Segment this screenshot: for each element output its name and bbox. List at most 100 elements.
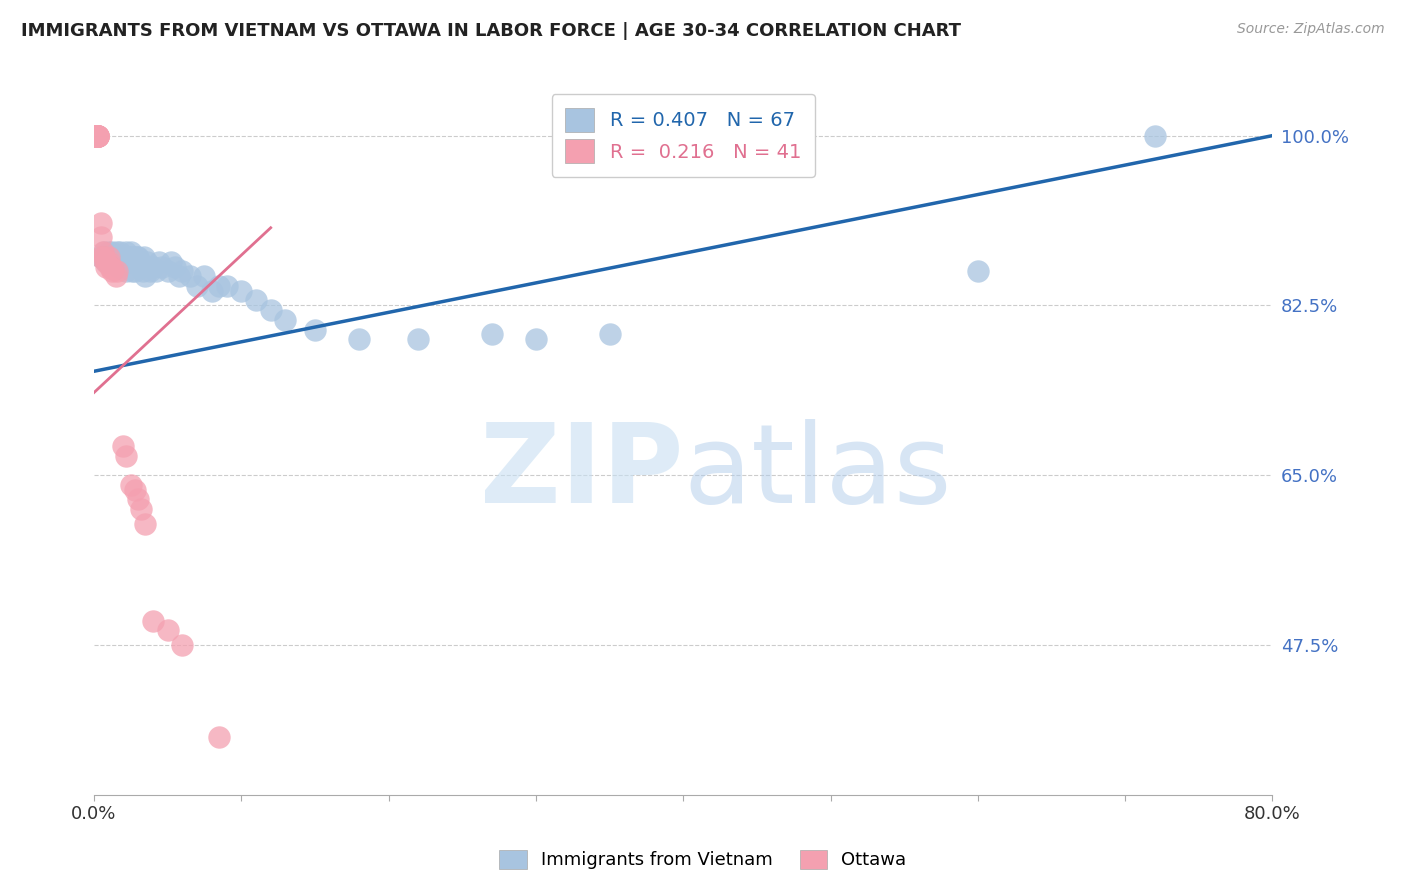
- Point: [91, 245, 114, 260]
- Text: Source: ZipAtlas.com: Source: ZipAtlas.com: [1237, 22, 1385, 37]
- Point: [98, 260, 121, 274]
- Point: [96, 250, 118, 264]
- Point: [142, 260, 165, 274]
- Point: [524, 332, 547, 346]
- Point: [134, 269, 156, 284]
- Point: [94, 254, 117, 268]
- Point: [115, 449, 138, 463]
- Point: [120, 477, 142, 491]
- Point: [125, 250, 148, 264]
- Point: [347, 332, 370, 346]
- Text: IMMIGRANTS FROM VIETNAM VS OTTAWA IN LABOR FORCE | AGE 30-34 CORRELATION CHART: IMMIGRANTS FROM VIETNAM VS OTTAWA IN LAB…: [21, 22, 962, 40]
- Point: [100, 250, 122, 264]
- Point: [90, 230, 112, 244]
- Point: [599, 327, 621, 342]
- Point: [101, 262, 124, 277]
- Point: [110, 245, 132, 260]
- Point: [108, 260, 131, 274]
- Point: [107, 245, 129, 260]
- Point: [117, 250, 139, 264]
- Point: [87, 128, 110, 143]
- Point: [112, 439, 135, 453]
- Point: [93, 245, 115, 260]
- Point: [231, 284, 253, 298]
- Point: [118, 254, 141, 268]
- Point: [304, 322, 326, 336]
- Point: [193, 269, 215, 284]
- Point: [172, 638, 194, 652]
- Point: [115, 264, 138, 278]
- Legend: R = 0.407   N = 67, R =  0.216   N = 41: R = 0.407 N = 67, R = 0.216 N = 41: [551, 95, 815, 177]
- Point: [86, 128, 108, 143]
- Point: [201, 284, 224, 298]
- Point: [90, 250, 112, 264]
- Point: [1143, 128, 1166, 143]
- Point: [94, 260, 117, 274]
- Point: [100, 245, 122, 260]
- Point: [101, 250, 124, 264]
- Point: [115, 245, 138, 260]
- Point: [172, 264, 194, 278]
- Point: [129, 260, 152, 274]
- Point: [159, 254, 181, 268]
- Point: [108, 254, 131, 268]
- Point: [86, 128, 108, 143]
- Point: [120, 250, 142, 264]
- Point: [97, 245, 120, 260]
- Point: [260, 303, 283, 318]
- Point: [208, 730, 231, 744]
- Point: [97, 250, 120, 264]
- Point: [145, 264, 167, 278]
- Point: [87, 128, 110, 143]
- Point: [150, 260, 173, 274]
- Point: [124, 483, 146, 497]
- Point: [86, 128, 108, 143]
- Point: [156, 264, 179, 278]
- Point: [112, 254, 135, 268]
- Point: [90, 216, 112, 230]
- Point: [148, 254, 170, 268]
- Point: [169, 269, 191, 284]
- Point: [120, 245, 142, 260]
- Point: [86, 128, 108, 143]
- Point: [129, 502, 152, 516]
- Point: [105, 250, 128, 264]
- Point: [139, 264, 162, 278]
- Point: [136, 254, 159, 268]
- Point: [142, 614, 165, 628]
- Point: [481, 327, 503, 342]
- Point: [86, 128, 108, 143]
- Point: [179, 269, 201, 284]
- Point: [97, 254, 120, 268]
- Legend: Immigrants from Vietnam, Ottawa: Immigrants from Vietnam, Ottawa: [491, 841, 915, 879]
- Point: [93, 250, 115, 264]
- Point: [131, 264, 153, 278]
- Point: [86, 128, 108, 143]
- Point: [128, 254, 150, 268]
- Point: [112, 250, 135, 264]
- Point: [105, 269, 128, 284]
- Point: [156, 624, 179, 638]
- Point: [97, 250, 120, 264]
- Point: [245, 293, 267, 308]
- Point: [87, 128, 110, 143]
- Point: [94, 254, 117, 268]
- Point: [87, 128, 110, 143]
- Point: [966, 264, 988, 278]
- Point: [274, 313, 297, 327]
- Point: [124, 264, 146, 278]
- Point: [127, 492, 149, 507]
- Point: [107, 264, 129, 278]
- Text: ZIP: ZIP: [479, 418, 683, 525]
- Point: [111, 250, 134, 264]
- Point: [121, 264, 143, 278]
- Point: [87, 128, 110, 143]
- Point: [100, 264, 122, 278]
- Point: [90, 250, 112, 264]
- Point: [110, 250, 132, 264]
- Point: [105, 254, 128, 268]
- Point: [186, 279, 208, 293]
- Point: [122, 250, 145, 264]
- Point: [132, 250, 155, 264]
- Point: [215, 279, 238, 293]
